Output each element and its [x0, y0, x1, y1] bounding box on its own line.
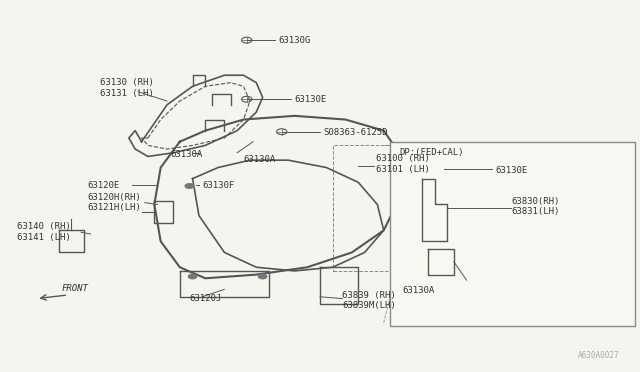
- Text: 63830(RH)
63831(LH): 63830(RH) 63831(LH): [511, 197, 559, 216]
- Circle shape: [188, 274, 197, 279]
- Circle shape: [424, 183, 433, 189]
- Text: FRONT: FRONT: [62, 284, 89, 293]
- Text: 63130 (RH)
63131 (LH): 63130 (RH) 63131 (LH): [100, 78, 154, 98]
- Text: 63130G: 63130G: [278, 36, 311, 45]
- Text: 63130E: 63130E: [495, 166, 527, 174]
- Text: 63130A: 63130A: [170, 150, 202, 159]
- Text: DP:(FED+CAL): DP:(FED+CAL): [399, 148, 464, 157]
- Text: 63130F: 63130F: [202, 181, 234, 190]
- Circle shape: [424, 228, 433, 233]
- Text: 63130E: 63130E: [294, 96, 327, 105]
- Text: 63130A: 63130A: [244, 155, 276, 164]
- Text: 63100 (RH)
63101 (LH): 63100 (RH) 63101 (LH): [376, 154, 430, 174]
- Text: 63120J: 63120J: [189, 294, 221, 303]
- Text: A630A0027: A630A0027: [578, 350, 620, 359]
- Text: 63120H(RH)
63121H(LH): 63120H(RH) 63121H(LH): [88, 193, 141, 212]
- Text: S08363-6125D: S08363-6125D: [323, 128, 388, 137]
- Text: 63839 (RH)
63839M(LH): 63839 (RH) 63839M(LH): [342, 291, 396, 310]
- Text: 63130A: 63130A: [403, 286, 435, 295]
- Circle shape: [436, 257, 445, 262]
- Circle shape: [185, 183, 194, 189]
- Circle shape: [258, 274, 267, 279]
- FancyBboxPatch shape: [390, 142, 636, 326]
- Text: 63140 (RH)
63141 (LH): 63140 (RH) 63141 (LH): [17, 222, 71, 242]
- Text: 63120E: 63120E: [88, 181, 120, 190]
